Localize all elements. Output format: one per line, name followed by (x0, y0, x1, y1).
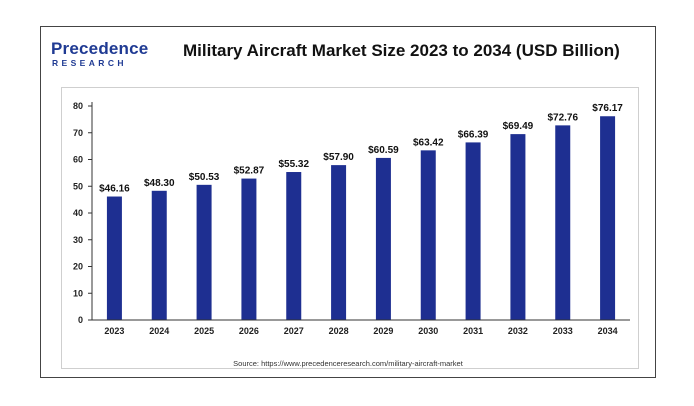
x-tick-label: 2025 (194, 326, 214, 336)
x-tick-label: 2028 (329, 326, 349, 336)
chart-title: Military Aircraft Market Size 2023 to 20… (183, 41, 620, 60)
bar-2029 (375, 157, 391, 320)
y-tick-label: 50 (73, 181, 83, 191)
data-label: $50.53 (189, 172, 220, 183)
data-label: $72.76 (547, 112, 578, 123)
bar-2023 (106, 196, 122, 320)
bar-2033 (555, 125, 571, 320)
x-tick-label: 2031 (463, 326, 483, 336)
data-label: $60.59 (368, 145, 399, 156)
y-tick-label: 60 (73, 155, 83, 165)
data-label: $76.17 (592, 103, 623, 114)
bar-2024 (151, 190, 167, 320)
bar-2030 (420, 150, 436, 320)
data-label: $48.30 (144, 178, 175, 189)
brand-subtitle: RESEARCH (52, 58, 127, 68)
data-label: $69.49 (503, 121, 534, 132)
bar-2031 (465, 142, 481, 320)
x-axis: 2023 2024 2025 2026 2027 2028 2029 2030 2031 2032… (92, 319, 630, 336)
data-label: $57.90 (323, 152, 354, 163)
x-tick-label: 2030 (418, 326, 438, 336)
x-tick-label: 2023 (104, 326, 124, 336)
data-label: $46.16 (99, 184, 130, 195)
y-tick-label: 40 (73, 208, 83, 218)
bar-2025 (196, 184, 212, 320)
x-tick-label: 2026 (239, 326, 259, 336)
bar-2026 (241, 178, 257, 320)
y-tick-label: 30 (73, 235, 83, 245)
y-tick-label: 10 (73, 288, 83, 298)
brand-logo: Precedence RESEARCH (51, 39, 171, 73)
data-label: $55.32 (278, 159, 309, 170)
source-note: Source: https://www.precedenceresearch.c… (233, 359, 464, 368)
bar-2032 (510, 134, 526, 320)
y-tick-label: 0 (78, 315, 83, 325)
brand-name: Precedence (51, 39, 149, 58)
data-label: $52.87 (234, 166, 265, 177)
bars (106, 116, 616, 321)
data-labels: $46.16 $48.30 $50.53 $52.87 $55.32 $57.90 $60.… (99, 103, 623, 194)
bar-2028 (331, 165, 347, 320)
x-tick-label: 2027 (284, 326, 304, 336)
x-tick-label: 2024 (149, 326, 169, 336)
y-tick-label: 80 (73, 101, 83, 111)
x-tick-label: 2032 (508, 326, 528, 336)
data-label: $63.42 (413, 137, 444, 148)
y-tick-label: 20 (73, 262, 83, 272)
x-tick-label: 2029 (373, 326, 393, 336)
bar-2034 (600, 116, 616, 321)
x-tick-label: 2033 (553, 326, 573, 336)
y-tick-label: 70 (73, 128, 83, 138)
x-tick-label: 2034 (598, 326, 618, 336)
bar-2027 (286, 172, 302, 320)
y-axis: 0 10 20 30 40 50 60 70 80 (73, 101, 93, 325)
data-label: $66.39 (458, 129, 489, 140)
